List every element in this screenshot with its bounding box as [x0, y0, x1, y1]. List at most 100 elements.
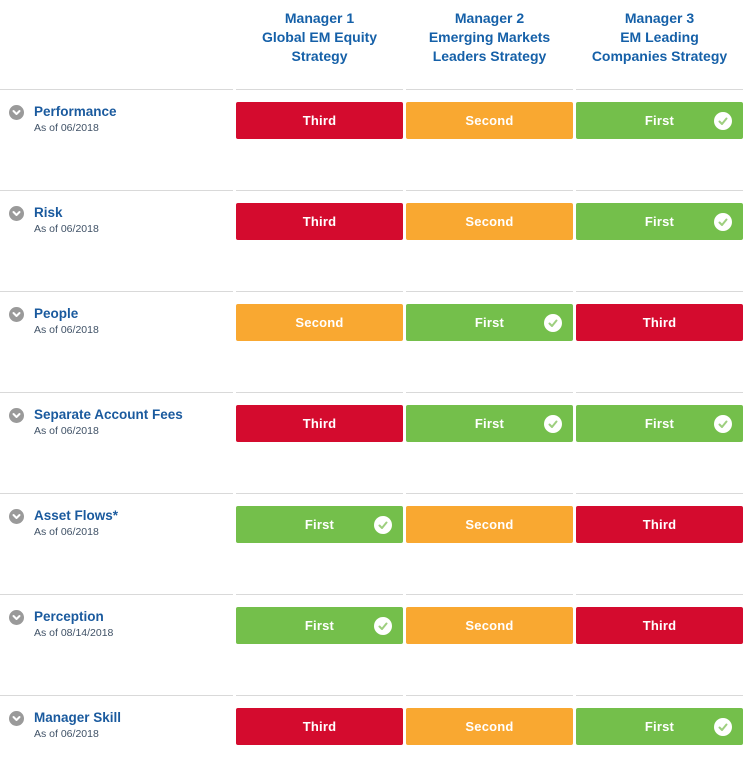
chevron-down-glyph: [12, 312, 21, 317]
rank-label: First: [474, 416, 505, 431]
chevron-down-circle-icon[interactable]: [9, 206, 24, 221]
row-header[interactable]: Risk As of 06/2018: [0, 190, 233, 291]
rank-bar-first: First: [236, 506, 403, 543]
chevron-down-circle-icon[interactable]: [9, 711, 24, 726]
check-circle-icon: [374, 616, 392, 635]
rank-cell: First: [576, 89, 743, 190]
chevron-down-glyph: [12, 615, 21, 620]
rank-cell: First: [576, 190, 743, 291]
row-header-text: People As of 06/2018: [34, 306, 99, 336]
chevron-down-circle-icon[interactable]: [9, 610, 24, 625]
rank-label: First: [644, 719, 675, 734]
rank-bar-second: Second: [406, 203, 573, 240]
row-header-text: Separate Account Fees As of 06/2018: [34, 407, 183, 437]
rank-label: Third: [302, 416, 337, 431]
check-glyph: [718, 723, 728, 731]
manager-1-strategy-line-2: Strategy: [291, 48, 348, 64]
rank-label: First: [304, 618, 335, 633]
row-label: Asset Flows*: [34, 508, 119, 523]
rank-bar-first: First: [406, 405, 573, 442]
rank-cell: First: [576, 392, 743, 493]
rank-label: Second: [465, 214, 514, 229]
rank-label: Third: [302, 113, 337, 128]
row-as-of-date: As of 06/2018: [34, 223, 99, 235]
rank-bar-third: Third: [236, 405, 403, 442]
rank-bar-first: First: [576, 405, 743, 442]
rank-label: Second: [295, 315, 344, 330]
rank-bar-third: Third: [576, 304, 743, 341]
row-as-of-date: As of 06/2018: [34, 425, 99, 437]
check-circle-icon: [544, 414, 562, 433]
rank-bar-third: Third: [576, 607, 743, 644]
rank-cell: First: [576, 695, 743, 763]
row-label: Perception: [34, 609, 104, 624]
check-glyph: [548, 319, 558, 327]
rank-label: Third: [302, 214, 337, 229]
row-label: Separate Account Fees: [34, 407, 183, 422]
manager-1-strategy-line-1: Global EM Equity: [261, 29, 378, 45]
manager-1-title: Manager 1: [284, 10, 355, 26]
table-row: Performance As of 06/2018 Third Second: [0, 89, 743, 190]
row-header[interactable]: Manager Skill As of 06/2018: [0, 695, 233, 763]
rank-label: Third: [642, 618, 677, 633]
rank-label: First: [304, 517, 335, 532]
rank-bar-first: First: [406, 304, 573, 341]
row-header[interactable]: People As of 06/2018: [0, 291, 233, 392]
row-label: People: [34, 306, 79, 321]
row-header[interactable]: Performance As of 06/2018: [0, 89, 233, 190]
chevron-down-glyph: [12, 110, 21, 115]
rank-label: Third: [302, 719, 337, 734]
chevron-down-glyph: [12, 716, 21, 721]
row-header-text: Asset Flows* As of 06/2018: [34, 508, 118, 538]
rank-cell: Third: [576, 291, 743, 392]
row-header[interactable]: Asset Flows* As of 06/2018: [0, 493, 233, 594]
check-circle-icon: [714, 414, 732, 433]
check-glyph: [548, 420, 558, 428]
chevron-down-circle-icon[interactable]: [9, 509, 24, 524]
rank-bar-second: Second: [236, 304, 403, 341]
check-circle-icon: [544, 313, 562, 332]
row-as-of-date: As of 06/2018: [34, 324, 99, 336]
check-circle-icon: [714, 717, 732, 736]
check-circle-icon: [374, 515, 392, 534]
check-glyph: [718, 117, 728, 125]
row-as-of-date: As of 08/14/2018: [34, 627, 114, 639]
rank-label: Second: [465, 618, 514, 633]
row-header-text: Manager Skill As of 06/2018: [34, 710, 121, 740]
rank-bar-second: Second: [406, 708, 573, 745]
table-row: Risk As of 06/2018 Third Second: [0, 190, 743, 291]
row-as-of-date: As of 06/2018: [34, 122, 99, 134]
row-header[interactable]: Separate Account Fees As of 06/2018: [0, 392, 233, 493]
rank-cell: Third: [236, 89, 403, 190]
check-glyph: [378, 622, 388, 630]
rank-cell: First: [406, 392, 573, 493]
rank-label: Second: [465, 113, 514, 128]
check-glyph: [378, 521, 388, 529]
rank-cell: Third: [236, 695, 403, 763]
row-header[interactable]: Perception As of 08/14/2018: [0, 594, 233, 695]
chevron-down-circle-icon[interactable]: [9, 307, 24, 322]
rank-cell: Third: [576, 594, 743, 695]
table-row: Manager Skill As of 06/2018 Third Second: [0, 695, 743, 763]
manager-2-strategy-line-1: Emerging Markets: [428, 29, 551, 45]
rows-container: Performance As of 06/2018 Third Second: [0, 89, 743, 763]
rank-cell: First: [236, 594, 403, 695]
rank-cell: First: [406, 291, 573, 392]
rank-bar-second: Second: [406, 607, 573, 644]
check-glyph: [718, 420, 728, 428]
rank-bar-third: Third: [576, 506, 743, 543]
header-spacer: [0, 9, 233, 89]
chevron-down-circle-icon[interactable]: [9, 105, 24, 120]
column-headers: Manager 1 Global EM Equity Strategy Mana…: [0, 0, 743, 89]
chevron-down-glyph: [12, 211, 21, 216]
chevron-down-circle-icon[interactable]: [9, 408, 24, 423]
rank-bar-third: Third: [236, 102, 403, 139]
rank-cell: First: [236, 493, 403, 594]
table-row: Perception As of 08/14/2018 First Second: [0, 594, 743, 695]
manager-2-title: Manager 2: [454, 10, 525, 26]
column-header-manager-3: Manager 3 EM Leading Companies Strategy: [576, 9, 743, 89]
rank-label: First: [474, 315, 505, 330]
rank-bar-first: First: [576, 102, 743, 139]
check-circle-icon: [714, 111, 732, 130]
manager-3-title: Manager 3: [624, 10, 695, 26]
